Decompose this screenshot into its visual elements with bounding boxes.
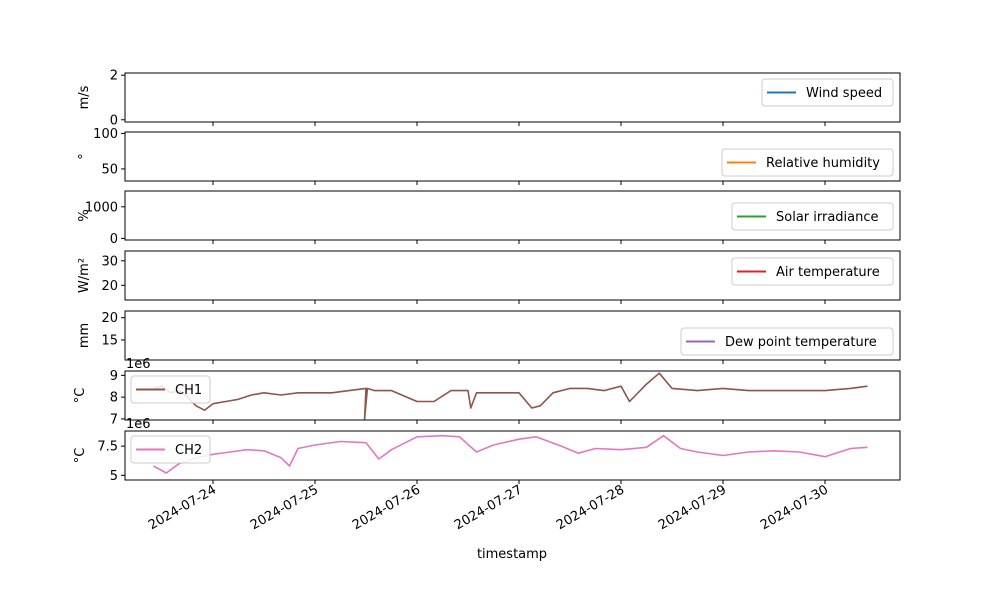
y-tick-label: 30 <box>101 254 118 269</box>
x-tick-label: 2024-07-25 <box>248 482 321 533</box>
y-tick-label: 15 <box>101 333 118 348</box>
x-tick-label: 2024-07-30 <box>758 482 831 533</box>
y-tick-label: 7 <box>110 412 118 427</box>
legend-label: CH2 <box>175 443 202 458</box>
legend-box <box>721 148 894 177</box>
series-line-ch1 <box>153 372 868 420</box>
chart-panels: 0 2 m/s Wind speed 50 100 ° Relative humidity 0 1… <box>73 69 901 484</box>
panel-3: 0 1000% Solar irradiance <box>77 190 901 247</box>
legend-box <box>731 257 894 286</box>
legend: Dew point temperature <box>680 327 894 356</box>
legend-box <box>130 435 211 464</box>
y-tick-label: 7.5 <box>97 440 118 455</box>
x-axis-label: timestamp <box>477 547 547 562</box>
x-tick-label: 2024-07-26 <box>350 482 423 533</box>
y-tick-label: 20 <box>101 279 118 294</box>
y-offset-label: 1e6 <box>126 357 151 372</box>
legend-label: Dew point temperature <box>725 335 877 350</box>
y-tick-label: 8 <box>110 391 118 406</box>
panel-7: 5 7.5 °C 1e6 CH2 <box>73 417 901 484</box>
legend-box <box>130 375 211 404</box>
legend: Wind speed <box>761 78 894 107</box>
x-tick-label: 2024-07-29 <box>656 482 729 533</box>
axes-frame <box>124 131 901 182</box>
y-tick-label: 5 <box>110 469 118 484</box>
legend: Relative humidity <box>721 148 894 177</box>
x-tick-label: 2024-07-24 <box>146 482 219 533</box>
y-axis-label: W/m² <box>77 258 92 293</box>
y-tick-label: 50 <box>101 162 118 177</box>
y-tick-label: 9 <box>110 369 118 384</box>
legend-label: Relative humidity <box>766 156 880 171</box>
y-tick-label: 0 <box>110 113 118 128</box>
legend-label: Wind speed <box>806 86 882 101</box>
axes-frame <box>124 72 901 123</box>
legend-box <box>731 202 894 231</box>
axes-frame <box>124 190 901 241</box>
y-tick-label: 100 <box>93 127 118 142</box>
panel-1: 0 2 m/s Wind speed <box>77 69 901 128</box>
legend-box <box>680 327 894 356</box>
panel-5: 15 20 mm Dew point temperature <box>77 310 901 364</box>
y-axis-label: % <box>77 209 92 221</box>
panel-6: 7 8 9 °C 1e6 CH1 <box>73 357 901 427</box>
y-tick-label: 20 <box>101 311 118 326</box>
y-tick-label: 2 <box>110 69 118 84</box>
y-axis-label: m/s <box>77 85 92 109</box>
axes-frame <box>124 310 901 361</box>
x-tick-label: 2024-07-27 <box>452 482 525 533</box>
legend: Air temperature <box>731 257 894 286</box>
y-tick-label: 0 <box>110 232 118 247</box>
axes-frame <box>124 250 901 301</box>
y-axis-label: ° <box>77 153 92 160</box>
x-axis: 2024-07-24 2024-07-25 2024-07-26 2024-07-27… <box>146 482 831 533</box>
panel-2: 50 100 ° Relative humidity <box>77 127 901 185</box>
legend-label: Air temperature <box>776 265 880 280</box>
legend-label: Solar irradiance <box>776 210 879 225</box>
legend: CH1 <box>130 375 211 404</box>
legend: Solar irradiance <box>731 202 894 231</box>
legend-box <box>761 78 894 107</box>
x-tick-label: 2024-07-28 <box>554 482 627 533</box>
series-line-ch2 <box>153 434 868 474</box>
axes-frame <box>124 370 901 421</box>
y-axis-label: °C <box>73 448 88 464</box>
panel-4: 20 30 W/m² Air temperature <box>77 250 901 304</box>
y-axis-label: mm <box>77 323 92 348</box>
y-tick-label: 1000 <box>85 200 118 215</box>
legend-label: CH1 <box>175 383 202 398</box>
y-axis-label: °C <box>73 388 88 404</box>
y-offset-label: 1e6 <box>126 417 151 432</box>
legend: CH2 <box>130 435 211 464</box>
axes-frame <box>124 430 901 481</box>
